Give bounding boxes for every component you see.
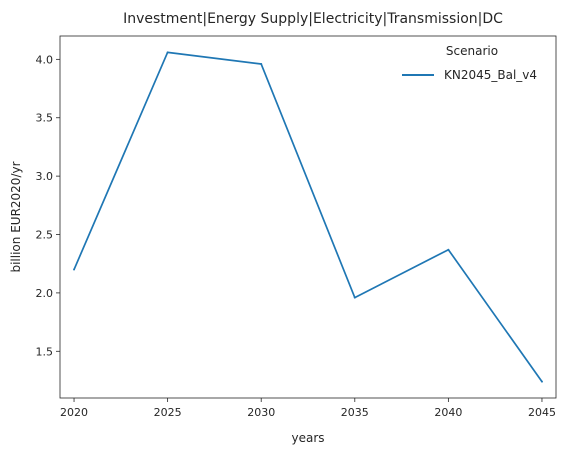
data-point	[73, 268, 76, 271]
y-tick-label: 4.0	[36, 53, 54, 66]
y-tick-label: 1.5	[36, 345, 54, 358]
y-tick-label: 2.0	[36, 287, 54, 300]
chart-title: Investment|Energy Supply|Electricity|Tra…	[123, 11, 503, 27]
data-point	[540, 380, 543, 383]
y-tick-label: 3.0	[36, 170, 54, 183]
x-tick-label: 2025	[154, 406, 182, 419]
x-tick-label: 2040	[434, 406, 462, 419]
series-line	[73, 51, 543, 383]
legend-title: Scenario	[446, 44, 498, 58]
x-tick-label: 2020	[60, 406, 88, 419]
x-axis-ticks: 2020 2025 2030 2035 2040 2045	[60, 398, 556, 419]
y-tick-label: 3.5	[36, 112, 54, 125]
plot-area-frame	[59, 35, 557, 399]
y-axis-label: billion EUR2020/yr	[9, 161, 23, 272]
series-layer	[73, 51, 543, 383]
data-point	[353, 296, 356, 299]
x-axis-label: years	[291, 431, 324, 445]
y-axis-ticks: 1.5 2.0 2.5 3.0 3.5 4.0	[36, 53, 60, 358]
x-tick-label: 2035	[341, 406, 369, 419]
x-tick-label: 2030	[247, 406, 275, 419]
legend-entry-label: KN2045_Bal_v4	[444, 68, 537, 82]
data-point	[166, 51, 169, 54]
legend: Scenario KN2045_Bal_v4	[402, 44, 537, 82]
data-point	[260, 63, 263, 66]
y-tick-label: 2.5	[36, 229, 54, 242]
data-point	[447, 248, 450, 251]
x-tick-label: 2045	[528, 406, 556, 419]
